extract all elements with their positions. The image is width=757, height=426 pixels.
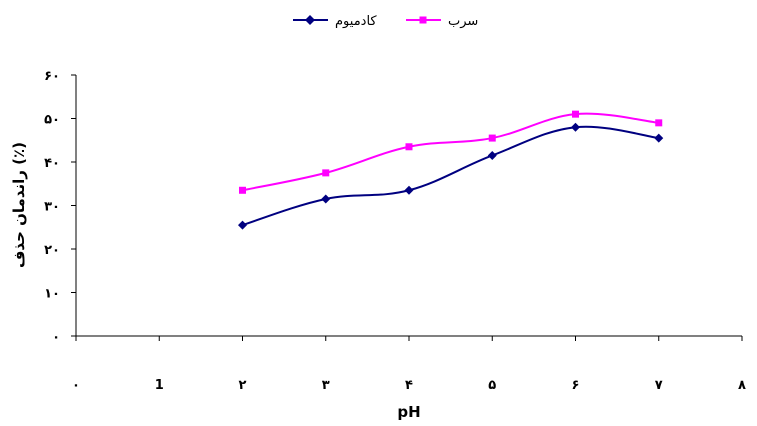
y-tick-label: ۶٠ xyxy=(44,69,60,84)
y-tick-label: ٠ xyxy=(52,330,60,345)
legend-marker-cadmium xyxy=(305,15,315,25)
legend-item-lead: سرب xyxy=(406,14,478,29)
x-tick-label: ۴ xyxy=(405,378,413,393)
axes xyxy=(75,75,742,337)
legend-label-lead: سرب xyxy=(448,14,478,29)
x-tick-label: ۵ xyxy=(488,378,496,393)
data-point xyxy=(322,169,330,177)
data-point xyxy=(488,134,496,142)
data-point xyxy=(571,122,580,132)
series-1 xyxy=(239,110,663,194)
series-0 xyxy=(238,122,664,230)
y-tick-label: ۴٠ xyxy=(44,156,60,171)
legend: کادمیوم سرب xyxy=(293,14,478,29)
series-line xyxy=(242,112,659,192)
x-tick-label: ٣ xyxy=(322,378,330,393)
y-ticks: ٠ ١٠ ٢٠ ٣٠ ۴٠ ۵٠ ۶٠ xyxy=(44,69,76,345)
x-tick-label: ۶ xyxy=(572,378,580,393)
data-point xyxy=(655,119,663,127)
data-point xyxy=(654,133,664,143)
x-tick-label: 1 xyxy=(155,378,164,393)
data-point xyxy=(238,220,247,230)
series-line xyxy=(242,125,659,227)
y-tick-label: ٣٠ xyxy=(44,200,60,215)
data-point xyxy=(572,110,579,118)
y-tick-label: ٢٠ xyxy=(44,243,60,258)
x-ticks: ٠ 1 ٢ ٣ ۴ ۵ ۶ ٧ ٨ xyxy=(72,336,746,393)
x-tick-label: ٢ xyxy=(239,378,247,393)
series-layer xyxy=(238,110,664,230)
data-point xyxy=(321,194,331,204)
legend-item-cadmium: کادمیوم xyxy=(293,14,377,29)
legend-marker-lead xyxy=(419,16,427,24)
legend-label-cadmium: کادمیوم xyxy=(335,14,377,29)
x-axis-title: pH xyxy=(397,403,420,421)
data-point xyxy=(404,185,414,195)
x-tick-label: ٠ xyxy=(72,378,80,393)
y-tick-label: ۵٠ xyxy=(44,113,60,128)
data-point xyxy=(405,143,413,151)
x-tick-label: ٧ xyxy=(655,378,663,393)
data-point xyxy=(239,186,246,194)
x-tick-label: ٨ xyxy=(738,378,746,393)
y-tick-label: ١٠ xyxy=(44,287,60,302)
y-axis-title: راندمان حذف (٪) xyxy=(10,142,28,268)
data-point xyxy=(487,150,497,160)
